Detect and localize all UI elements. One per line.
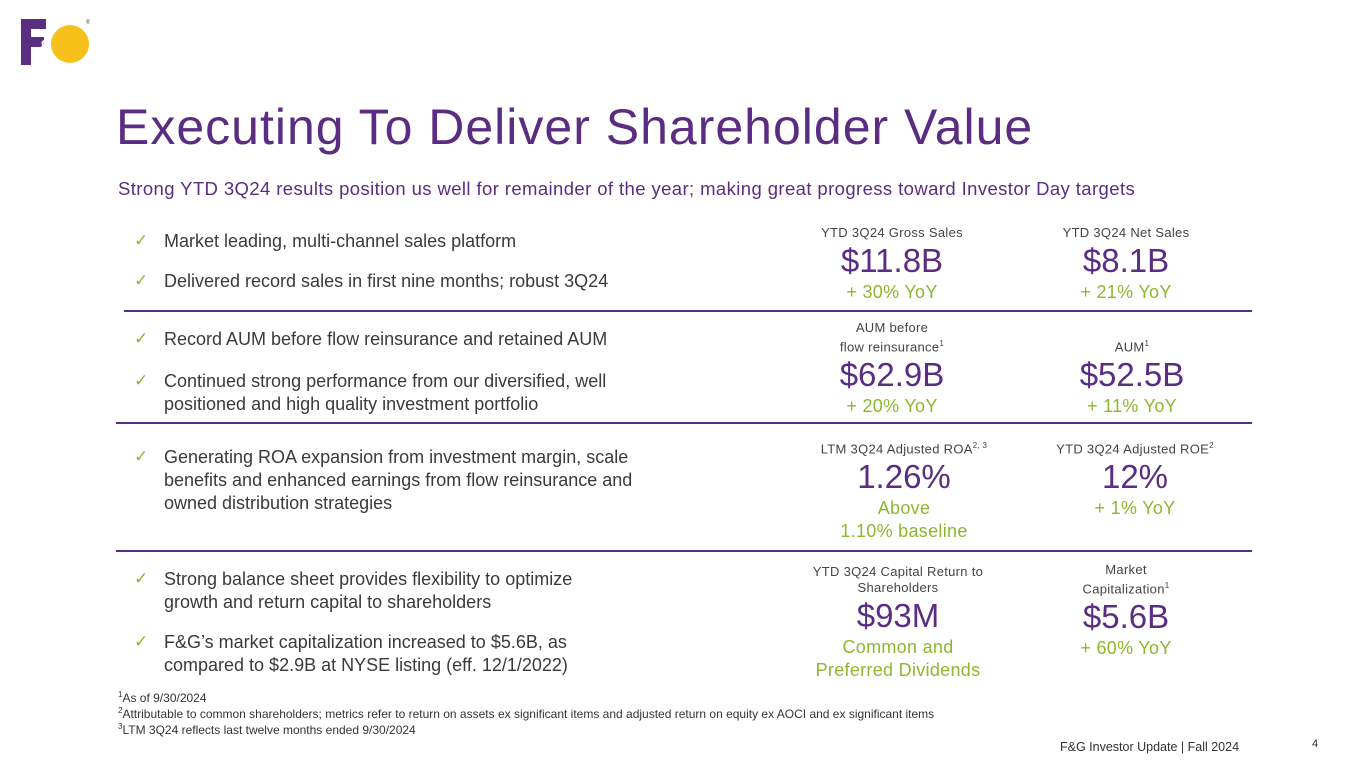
checkmark-icon: ✓ [134,329,149,348]
metric-change: Common and Preferred Dividends [815,637,981,680]
bullet-text: Strong balance sheet provides flexibilit… [164,569,573,612]
bullet-text: Continued strong performance from our di… [164,371,607,414]
metric-value: $11.8B [840,242,944,279]
metric-change: + 21% YoY [1080,282,1172,302]
footnote: 1As of 9/30/2024 [118,690,207,705]
metric-value: $62.9B [839,356,945,394]
bullet-text: Generating ROA expansion from investment… [164,447,633,513]
checkmark-icon: ✓ [134,632,149,651]
metric-gross-sales: YTD 3Q24 Gross Sales $11.8B + 30% YoY [782,225,1002,304]
metric-change: + 30% YoY [846,282,938,302]
metric-change: + 11% YoY [1087,396,1177,417]
bullet-text: Delivered record sales in first nine mon… [164,271,609,291]
metric-capital-return: YTD 3Q24 Capital Return to Shareholders … [788,564,1008,682]
metric-label: LTM 3Q24 Adjusted ROA2, 3 [820,441,988,457]
metric-change: + 20% YoY [846,396,938,417]
metric-value: 1.26% [857,458,951,496]
svg-text:&: & [38,37,52,59]
metric-label: YTD 3Q24 Adjusted ROE2 [1056,441,1214,457]
metric-change: + 60% YoY [1080,638,1172,659]
metric-label: AUM before flow reinsurance1 [839,320,945,355]
metric-label: YTD 3Q24 Gross Sales [821,225,963,240]
metric-value: $5.6B [1082,598,1170,636]
section-divider [116,422,1252,424]
metric-aum: AUM1 $52.5B + 11% YoY [1022,336,1242,418]
company-logo: & ® [20,17,91,67]
metric-aum-before-reinsurance: AUM before flow reinsurance1 $62.9B + 20… [782,320,1002,418]
metric-change: Above 1.10% baseline [840,498,968,542]
footnote: 3LTM 3Q24 reflects last twelve months en… [118,722,416,737]
svg-text:®: ® [86,19,90,26]
metric-value: $93M [856,597,940,634]
metric-net-sales: YTD 3Q24 Net Sales $8.1B + 21% YoY [1016,225,1236,304]
page-subtitle: Strong YTD 3Q24 results position us well… [118,178,1136,199]
checkmark-icon: ✓ [134,271,149,290]
footnote: 2Attributable to common shareholders; me… [118,706,935,721]
metric-adjusted-roe: YTD 3Q24 Adjusted ROE2 12% + 1% YoY [1025,438,1245,520]
metric-market-cap: Market Capitalization1 $5.6B + 60% YoY [1016,562,1236,660]
metric-value: $8.1B [1082,242,1170,279]
checkmark-icon: ✓ [134,231,149,250]
page-title: Executing To Deliver Shareholder Value [116,99,1034,155]
metric-label: Market Capitalization1 [1082,562,1170,597]
metric-adjusted-roa: LTM 3Q24 Adjusted ROA2, 3 1.26% Above 1.… [794,438,1014,543]
bullet-text: F&G’s market capitalization increased to… [164,632,568,675]
section-divider [124,310,1252,312]
footer-text: F&G Investor Update | Fall 2024 [1060,740,1240,754]
page-number: 4 [1312,738,1319,750]
metric-label: AUM1 [1114,339,1150,355]
bullet-text: Market leading, multi-channel sales plat… [164,231,517,251]
checkmark-icon: ✓ [134,569,149,588]
metric-label: YTD 3Q24 Capital Return to Shareholders [812,564,984,595]
metric-value: $52.5B [1079,356,1185,394]
metric-label: YTD 3Q24 Net Sales [1062,225,1190,240]
checkmark-icon: ✓ [134,447,149,466]
metric-value: 12% [1101,458,1169,496]
bullet-text: Record AUM before flow reinsurance and r… [164,329,608,349]
checkmark-icon: ✓ [134,371,149,390]
metric-change: + 1% YoY [1094,498,1176,519]
section-divider [116,550,1252,552]
